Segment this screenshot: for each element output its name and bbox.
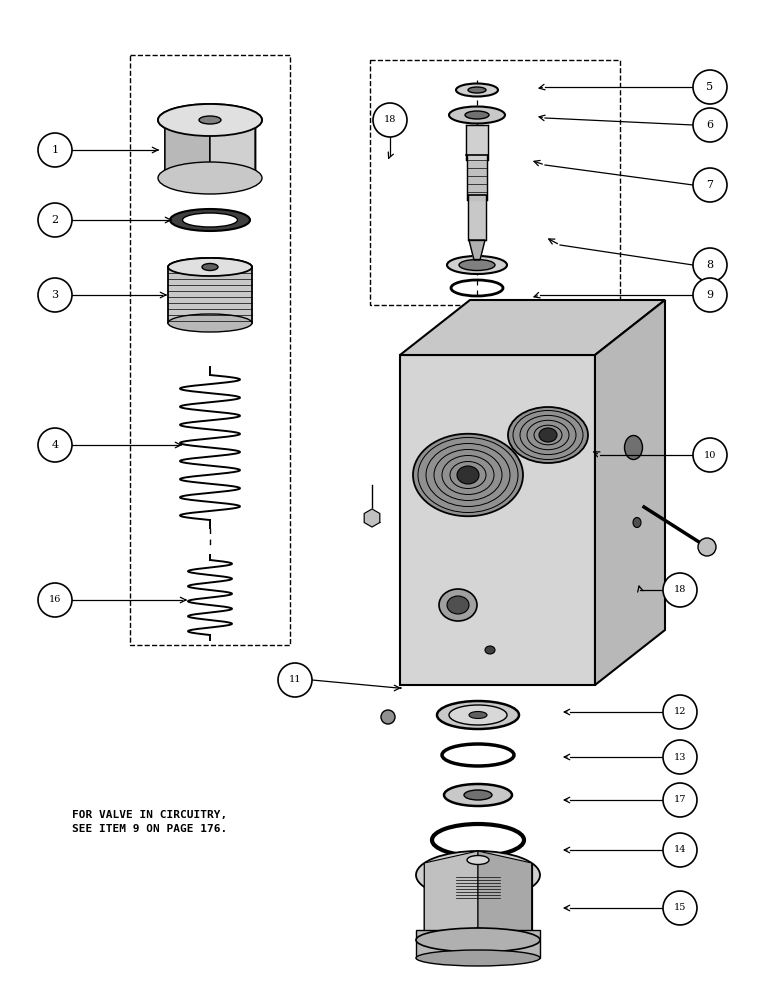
Ellipse shape (202, 263, 218, 270)
Text: 7: 7 (706, 180, 713, 190)
Circle shape (663, 695, 697, 729)
Ellipse shape (447, 596, 469, 614)
Polygon shape (210, 114, 255, 175)
Ellipse shape (468, 87, 486, 93)
Circle shape (698, 538, 716, 556)
Text: 3: 3 (52, 290, 59, 300)
Circle shape (663, 783, 697, 817)
Circle shape (38, 428, 72, 462)
Text: 9: 9 (706, 290, 713, 300)
Circle shape (38, 133, 72, 167)
Ellipse shape (444, 784, 512, 806)
Ellipse shape (168, 258, 252, 276)
Text: 13: 13 (674, 752, 686, 762)
Ellipse shape (467, 856, 489, 864)
Text: 18: 18 (674, 585, 686, 594)
Ellipse shape (168, 314, 252, 332)
Polygon shape (400, 355, 595, 685)
Ellipse shape (508, 407, 588, 463)
Text: 16: 16 (49, 595, 61, 604)
Ellipse shape (158, 104, 262, 136)
Circle shape (693, 108, 727, 142)
Polygon shape (400, 300, 665, 355)
Polygon shape (425, 851, 478, 934)
Ellipse shape (158, 104, 262, 136)
Text: 14: 14 (674, 846, 686, 854)
Ellipse shape (456, 84, 498, 97)
Polygon shape (595, 300, 665, 685)
Bar (370, 60, 620, 305)
Text: 1: 1 (52, 145, 59, 155)
Ellipse shape (464, 790, 492, 800)
Circle shape (38, 278, 72, 312)
Text: 2: 2 (52, 215, 59, 225)
Text: 5: 5 (706, 82, 713, 92)
Circle shape (693, 278, 727, 312)
Text: 15: 15 (674, 904, 686, 912)
Circle shape (278, 663, 312, 697)
Circle shape (693, 248, 727, 282)
Ellipse shape (199, 116, 221, 124)
Circle shape (663, 891, 697, 925)
Ellipse shape (465, 111, 489, 119)
Circle shape (38, 583, 72, 617)
Circle shape (693, 168, 727, 202)
Text: 11: 11 (289, 676, 301, 684)
Text: 4: 4 (52, 440, 59, 450)
Ellipse shape (168, 258, 252, 276)
Circle shape (663, 573, 697, 607)
Circle shape (693, 438, 727, 472)
Ellipse shape (437, 701, 519, 729)
Bar (416, 930, 540, 958)
Polygon shape (469, 240, 485, 260)
Ellipse shape (158, 162, 262, 194)
Polygon shape (210, 123, 255, 184)
Ellipse shape (416, 950, 540, 966)
Ellipse shape (625, 436, 642, 460)
Circle shape (663, 833, 697, 867)
Polygon shape (425, 887, 478, 952)
Circle shape (38, 203, 72, 237)
Circle shape (381, 710, 395, 724)
Polygon shape (478, 887, 532, 952)
Ellipse shape (449, 106, 505, 123)
Polygon shape (478, 851, 532, 934)
Bar (168, 267, 252, 323)
Ellipse shape (469, 712, 487, 718)
Polygon shape (364, 509, 380, 527)
Ellipse shape (170, 209, 250, 231)
Ellipse shape (633, 518, 641, 528)
Polygon shape (165, 114, 210, 175)
Ellipse shape (182, 213, 238, 227)
Circle shape (663, 740, 697, 774)
Ellipse shape (459, 259, 495, 270)
Text: FOR VALVE IN CIRCUITRY,
SEE ITEM 9 ON PAGE 176.: FOR VALVE IN CIRCUITRY, SEE ITEM 9 ON PA… (72, 810, 227, 834)
Text: 10: 10 (704, 450, 716, 460)
Ellipse shape (485, 646, 495, 654)
Text: 6: 6 (706, 120, 713, 130)
Ellipse shape (416, 928, 540, 952)
Text: 17: 17 (674, 796, 686, 804)
Polygon shape (165, 123, 210, 184)
Ellipse shape (447, 256, 507, 274)
Text: 18: 18 (384, 115, 396, 124)
Ellipse shape (539, 428, 557, 442)
Ellipse shape (416, 851, 540, 899)
Ellipse shape (439, 589, 477, 621)
Ellipse shape (413, 434, 523, 516)
Bar (130, 55, 290, 645)
Circle shape (693, 70, 727, 104)
Ellipse shape (449, 705, 507, 725)
Text: 12: 12 (674, 708, 686, 716)
Circle shape (373, 103, 407, 137)
Ellipse shape (457, 466, 479, 484)
Text: 8: 8 (706, 260, 713, 270)
